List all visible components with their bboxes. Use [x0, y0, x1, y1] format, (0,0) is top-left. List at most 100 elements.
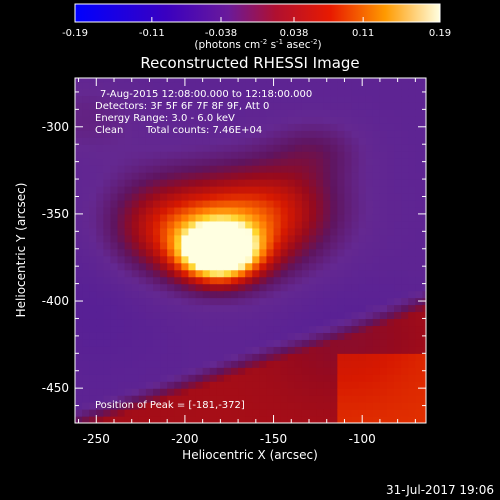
heatmap-cell [245, 374, 253, 382]
heatmap-cell [238, 81, 246, 90]
heatmap-cell [238, 374, 246, 382]
heatmap-cell [223, 402, 232, 410]
heatmap-cell [358, 353, 367, 361]
heatmap-cell [287, 102, 296, 110]
heatmap-cell [131, 332, 140, 340]
heatmap-cell [96, 332, 104, 340]
heatmap-cell [223, 151, 232, 159]
heatmap-cell [103, 374, 112, 382]
heatmap-cell [82, 388, 90, 396]
heatmap-cell [245, 179, 253, 187]
heatmap-cell [337, 269, 346, 278]
heatmap-cell [408, 297, 416, 306]
heatmap-cell [89, 123, 97, 131]
heatmap-cell [209, 137, 218, 145]
heatmap-cell [167, 360, 175, 368]
heatmap-cell [75, 137, 83, 145]
heatmap-cell [188, 206, 197, 215]
heatmap-cell [252, 339, 260, 347]
heatmap-cell [96, 199, 104, 208]
heatmap-cell [103, 304, 112, 313]
heatmap-cell [422, 206, 426, 215]
heatmap-cell [365, 199, 374, 208]
heatmap-cell [344, 374, 353, 382]
heatmap-cell [117, 165, 126, 173]
heatmap-cell [294, 88, 303, 97]
heatmap-cell [337, 262, 346, 271]
heatmap-cell [216, 339, 225, 347]
heatmap-cell [75, 381, 83, 389]
heatmap-cell [223, 388, 232, 396]
heatmap-cell [96, 395, 104, 403]
heatmap-cell [408, 165, 416, 173]
heatmap-cell [75, 144, 83, 152]
heatmap-cell [145, 311, 154, 320]
heatmap-cell [273, 409, 282, 417]
heatmap-cell [309, 179, 317, 187]
heatmap-cell [181, 304, 190, 313]
heatmap-cell [337, 109, 346, 117]
heatmap-cell [266, 325, 275, 333]
heatmap-cell [301, 109, 310, 117]
heatmap-cell [358, 193, 367, 201]
heatmap-cell [188, 81, 197, 90]
heatmap-cell [273, 193, 282, 201]
heatmap-cell [238, 144, 246, 152]
heatmap-cell [96, 402, 104, 410]
heatmap-cell [252, 213, 260, 222]
heatmap-cell [294, 332, 303, 340]
heatmap-cell [379, 144, 388, 152]
heatmap-cell [401, 332, 409, 340]
heatmap-cell [316, 102, 324, 110]
heatmap-cell [124, 199, 133, 208]
heatmap-cell [337, 137, 346, 145]
heatmap-cell [422, 137, 426, 145]
heatmap-cell [401, 213, 409, 222]
heatmap-cell [195, 199, 204, 208]
heatmap-cell [337, 416, 346, 423]
heatmap-cell [238, 332, 246, 340]
heatmap-cell [294, 81, 303, 90]
heatmap-cell [110, 290, 119, 299]
heatmap-cell [379, 123, 388, 131]
heatmap-cell [153, 179, 161, 187]
heatmap-cell [174, 269, 182, 278]
heatmap-cell [131, 353, 140, 361]
heatmap-cell [351, 102, 360, 110]
heatmap-cell [145, 304, 154, 313]
heatmap-cell [266, 381, 275, 389]
heatmap-cell [96, 234, 104, 243]
heatmap-cell [309, 116, 317, 124]
heatmap-cell [358, 234, 367, 243]
heatmap-cell [96, 102, 104, 110]
heatmap-cell [231, 388, 239, 396]
heatmap-cell [351, 311, 360, 320]
heatmap-cell [351, 283, 360, 292]
heatmap-cell [287, 353, 296, 361]
heatmap-cell [379, 193, 388, 201]
heatmap-cell [153, 109, 161, 117]
heatmap-cell [415, 88, 424, 97]
heatmap-cell [323, 402, 331, 410]
heatmap-cell [301, 332, 310, 340]
heatmap-cell [415, 199, 424, 208]
heatmap-cell [153, 409, 161, 417]
heatmap-cell [337, 116, 346, 124]
heatmap-cell [82, 227, 90, 236]
annotation-total-counts: Total counts: 7.46E+04 [145, 125, 262, 136]
heatmap-cell [408, 102, 416, 110]
heatmap-cell [238, 346, 246, 354]
heatmap-cell [174, 325, 182, 333]
heatmap-cell [273, 283, 282, 292]
heatmap-cell [273, 290, 282, 299]
heatmap-cell [387, 116, 395, 124]
annotation-peak: Position of Peak = [-181,-372] [95, 400, 245, 411]
heatmap-cell [316, 402, 324, 410]
heatmap-cell [273, 227, 282, 236]
heatmap-cell [153, 402, 161, 410]
heatmap-cell [323, 165, 331, 173]
heatmap-cell [301, 360, 310, 368]
heatmap-cell [160, 360, 168, 368]
heatmap-cell [223, 227, 232, 236]
heatmap-cell [394, 199, 402, 208]
